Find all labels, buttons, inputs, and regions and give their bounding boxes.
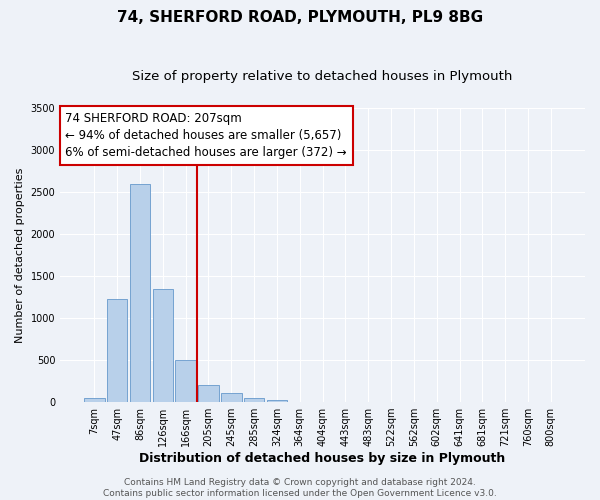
X-axis label: Distribution of detached houses by size in Plymouth: Distribution of detached houses by size …: [139, 452, 506, 465]
Bar: [84, 398, 104, 402]
Bar: [198, 386, 219, 402]
Bar: [175, 360, 196, 402]
Bar: [221, 393, 242, 402]
Text: 74 SHERFORD ROAD: 207sqm
← 94% of detached houses are smaller (5,657)
6% of semi: 74 SHERFORD ROAD: 207sqm ← 94% of detach…: [65, 112, 347, 159]
Bar: [130, 184, 150, 402]
Title: Size of property relative to detached houses in Plymouth: Size of property relative to detached ho…: [133, 70, 513, 83]
Bar: [107, 298, 127, 402]
Text: Contains HM Land Registry data © Crown copyright and database right 2024.
Contai: Contains HM Land Registry data © Crown c…: [103, 478, 497, 498]
Y-axis label: Number of detached properties: Number of detached properties: [15, 167, 25, 342]
Bar: [266, 400, 287, 402]
Bar: [152, 288, 173, 402]
Bar: [244, 398, 265, 402]
Text: 74, SHERFORD ROAD, PLYMOUTH, PL9 8BG: 74, SHERFORD ROAD, PLYMOUTH, PL9 8BG: [117, 10, 483, 25]
